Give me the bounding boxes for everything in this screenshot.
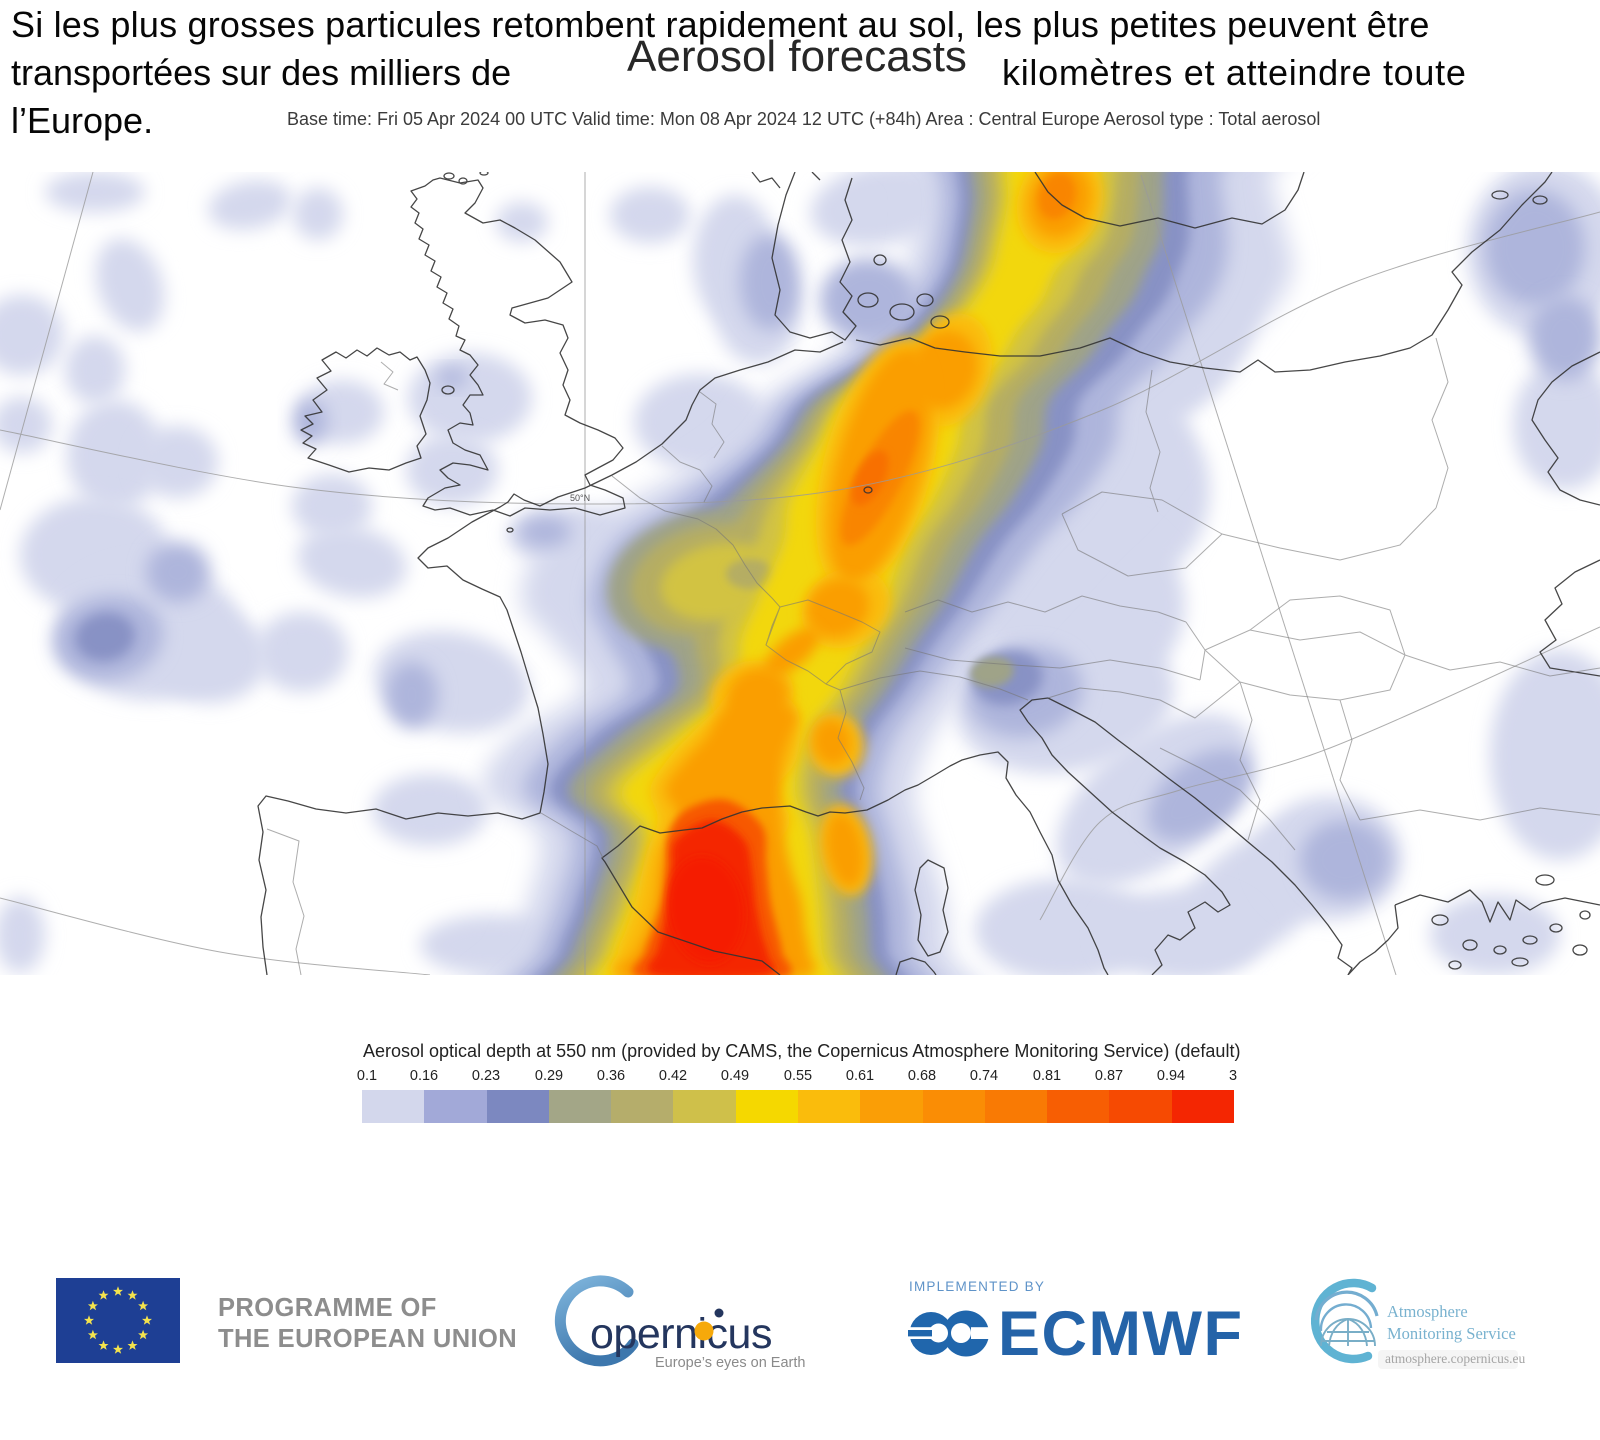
svg-text:50°N: 50°N (570, 493, 590, 503)
svg-text:PROGRAMME OF: PROGRAMME OF (218, 1294, 437, 1322)
svg-text:opernicus: opernicus (590, 1310, 772, 1358)
svg-text:IMPLEMENTED BY: IMPLEMENTED BY (909, 1279, 1045, 1294)
svg-text:ECMWF: ECMWF (998, 1299, 1243, 1369)
svg-text:THE EUROPEAN UNION: THE EUROPEAN UNION (218, 1325, 517, 1353)
svg-text:atmosphere.copernicus.eu: atmosphere.copernicus.eu (1385, 1351, 1525, 1366)
svg-text:Europe’s eyes on Earth: Europe’s eyes on Earth (655, 1355, 805, 1371)
svg-text:Monitoring Service: Monitoring Service (1387, 1324, 1516, 1343)
svg-text:Atmosphere: Atmosphere (1387, 1302, 1468, 1321)
